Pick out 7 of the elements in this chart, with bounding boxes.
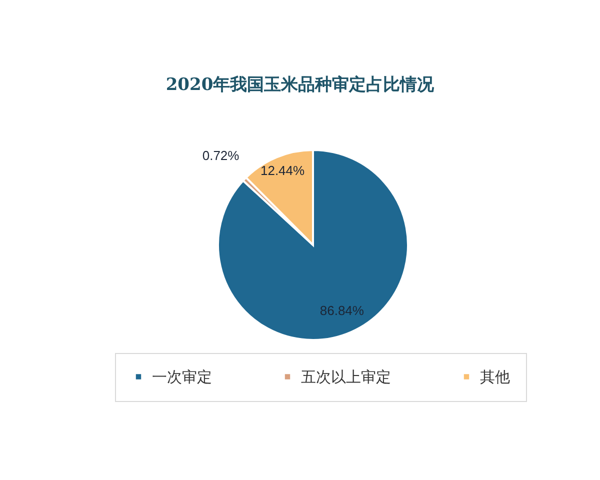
data-label: 12.44% (260, 163, 306, 178)
data-label: 0.72% (202, 148, 240, 164)
legend-label: 五次以上审定 (301, 368, 391, 386)
legend-label: 一次审定 (152, 368, 212, 386)
chart-title: 2020年我国玉米品种审定占比情况 (166, 75, 436, 95)
legend-label: 其他 (480, 368, 510, 386)
data-label: 86.84% (320, 302, 364, 318)
